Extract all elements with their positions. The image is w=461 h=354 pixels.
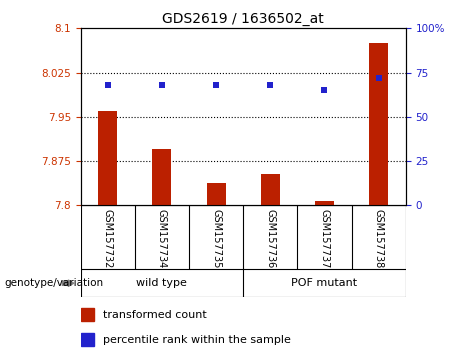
- Point: [158, 82, 165, 88]
- Text: GSM157735: GSM157735: [211, 209, 221, 268]
- Bar: [369, 43, 388, 205]
- Text: GSM157734: GSM157734: [157, 209, 167, 268]
- Bar: [153, 149, 171, 205]
- Text: GSM157732: GSM157732: [103, 209, 113, 268]
- Text: transformed count: transformed count: [103, 310, 207, 320]
- Text: GSM157737: GSM157737: [319, 209, 330, 268]
- Text: genotype/variation: genotype/variation: [5, 278, 104, 288]
- Bar: [315, 201, 334, 205]
- Point: [375, 75, 382, 81]
- Bar: [207, 183, 225, 205]
- Point: [104, 82, 112, 88]
- Bar: [98, 111, 117, 205]
- Text: wild type: wild type: [136, 278, 187, 288]
- Text: GSM157736: GSM157736: [265, 209, 275, 268]
- Bar: [81, 308, 94, 321]
- Point: [213, 82, 220, 88]
- Text: GSM157738: GSM157738: [373, 209, 384, 268]
- Point: [266, 82, 274, 88]
- Point: [321, 87, 328, 93]
- Bar: [81, 333, 94, 346]
- Bar: [261, 174, 280, 205]
- Text: POF mutant: POF mutant: [291, 278, 357, 288]
- Text: percentile rank within the sample: percentile rank within the sample: [103, 335, 291, 344]
- Title: GDS2619 / 1636502_at: GDS2619 / 1636502_at: [162, 12, 324, 26]
